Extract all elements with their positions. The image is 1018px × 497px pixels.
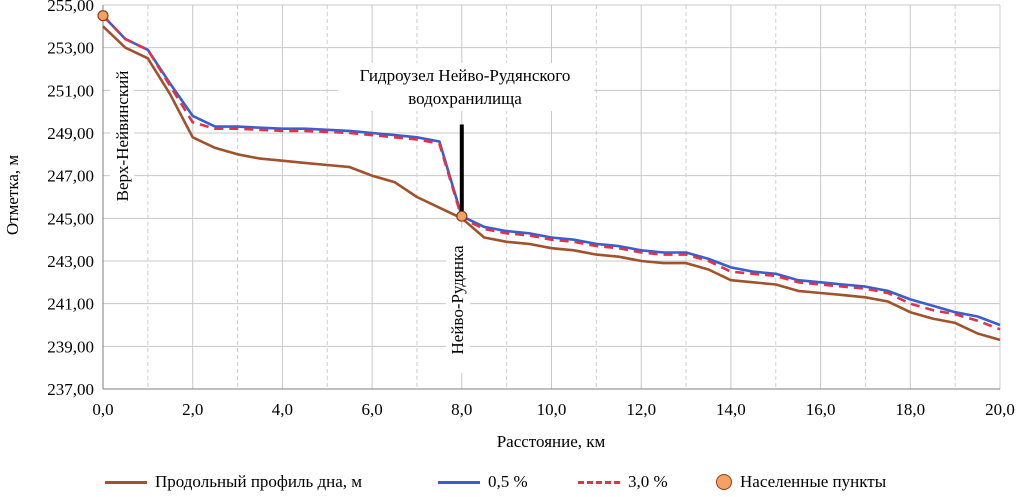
axes: [102, 5, 1000, 390]
settlement-label-2-bg: [446, 228, 470, 373]
dam-label-line1: Гидроузел Нейво-Рудянского: [360, 66, 571, 85]
series-30-percent: [102, 14, 1001, 331]
x-tick-label: 0,0: [92, 400, 113, 419]
settlement-label-verkh-neyvinsky: Верх-Нейвинский: [113, 71, 132, 202]
y-tick-label: 251,00: [47, 81, 94, 100]
legend-item-30: 3,0 %: [578, 470, 668, 494]
legend: Продольный профиль дна, м 0,5 % 3,0 % На…: [0, 470, 1018, 497]
legend-item-05: 0,5 %: [438, 470, 528, 494]
y-tick-label: 253,00: [47, 39, 94, 58]
x-tick-label: 20,0: [985, 400, 1015, 419]
y-tick-label: 239,00: [47, 337, 94, 356]
legend-swatch-blue-line: [438, 480, 480, 484]
settlement-label-neyvo-rudyanka: Нейво-Рудянка: [448, 245, 467, 354]
legend-label-30: 3,0 %: [628, 472, 668, 491]
y-tick-label: 243,00: [47, 252, 94, 271]
x-tick-label: 12,0: [626, 400, 656, 419]
settlement-points: [97, 10, 468, 222]
x-tick-label: 2,0: [182, 400, 203, 419]
x-tick-label: 10,0: [537, 400, 567, 419]
profile-chart: 237,00 239,00 241,00 243,00 245,00 247,00 249,…: [3, 0, 1015, 451]
dam-label-line2: водохранилища: [408, 89, 522, 108]
x-tick-labels: 0,0 2,0 4,0 6,0 8,0 10,0 12,0 14,0 16,0 18,0 20,0: [92, 400, 1015, 419]
x-tick-label: 6,0: [361, 400, 382, 419]
legend-label-bottom-profile: Продольный профиль дна, м: [155, 472, 363, 491]
legend-label-settlements: Населенные пункты: [740, 472, 887, 491]
y-tick-labels: 237,00 239,00 241,00 243,00 245,00 247,00 249,…: [47, 0, 94, 399]
legend-label-05: 0,5 %: [488, 472, 528, 491]
settlement-point: [456, 210, 468, 222]
series-lines: [102, 14, 1001, 342]
legend-item-bottom-profile: Продольный профиль дна, м: [105, 470, 362, 494]
settlement-label-1-bg: [110, 60, 134, 210]
grid: [103, 4, 1001, 390]
legend-item-settlements: Населенные пункты: [716, 470, 886, 494]
legend-swatch-red-dashed: [578, 480, 620, 484]
settlement-point: [97, 10, 109, 22]
y-tick-label: 241,00: [47, 295, 94, 314]
dam-label-bg: [338, 63, 594, 111]
x-tick-label: 14,0: [716, 400, 746, 419]
y-tick-label: 245,00: [47, 209, 94, 228]
x-tick-label: 4,0: [272, 400, 293, 419]
y-tick-label: 249,00: [47, 124, 94, 143]
x-tick-label: 16,0: [806, 400, 836, 419]
series-bottom-profile: [102, 25, 1001, 342]
x-tick-label: 8,0: [451, 400, 472, 419]
y-tick-label: 247,00: [47, 167, 94, 186]
y-tick-label: 237,00: [47, 380, 94, 399]
legend-swatch-orange-dot: [716, 474, 732, 490]
y-axis-title: Отметка, м: [3, 155, 22, 235]
y-tick-label: 255,00: [47, 0, 94, 15]
series-05-percent: [102, 14, 1001, 327]
x-axis-title: Расстояние, км: [497, 432, 606, 451]
legend-swatch-brown-line: [105, 480, 147, 484]
x-tick-label: 18,0: [895, 400, 925, 419]
